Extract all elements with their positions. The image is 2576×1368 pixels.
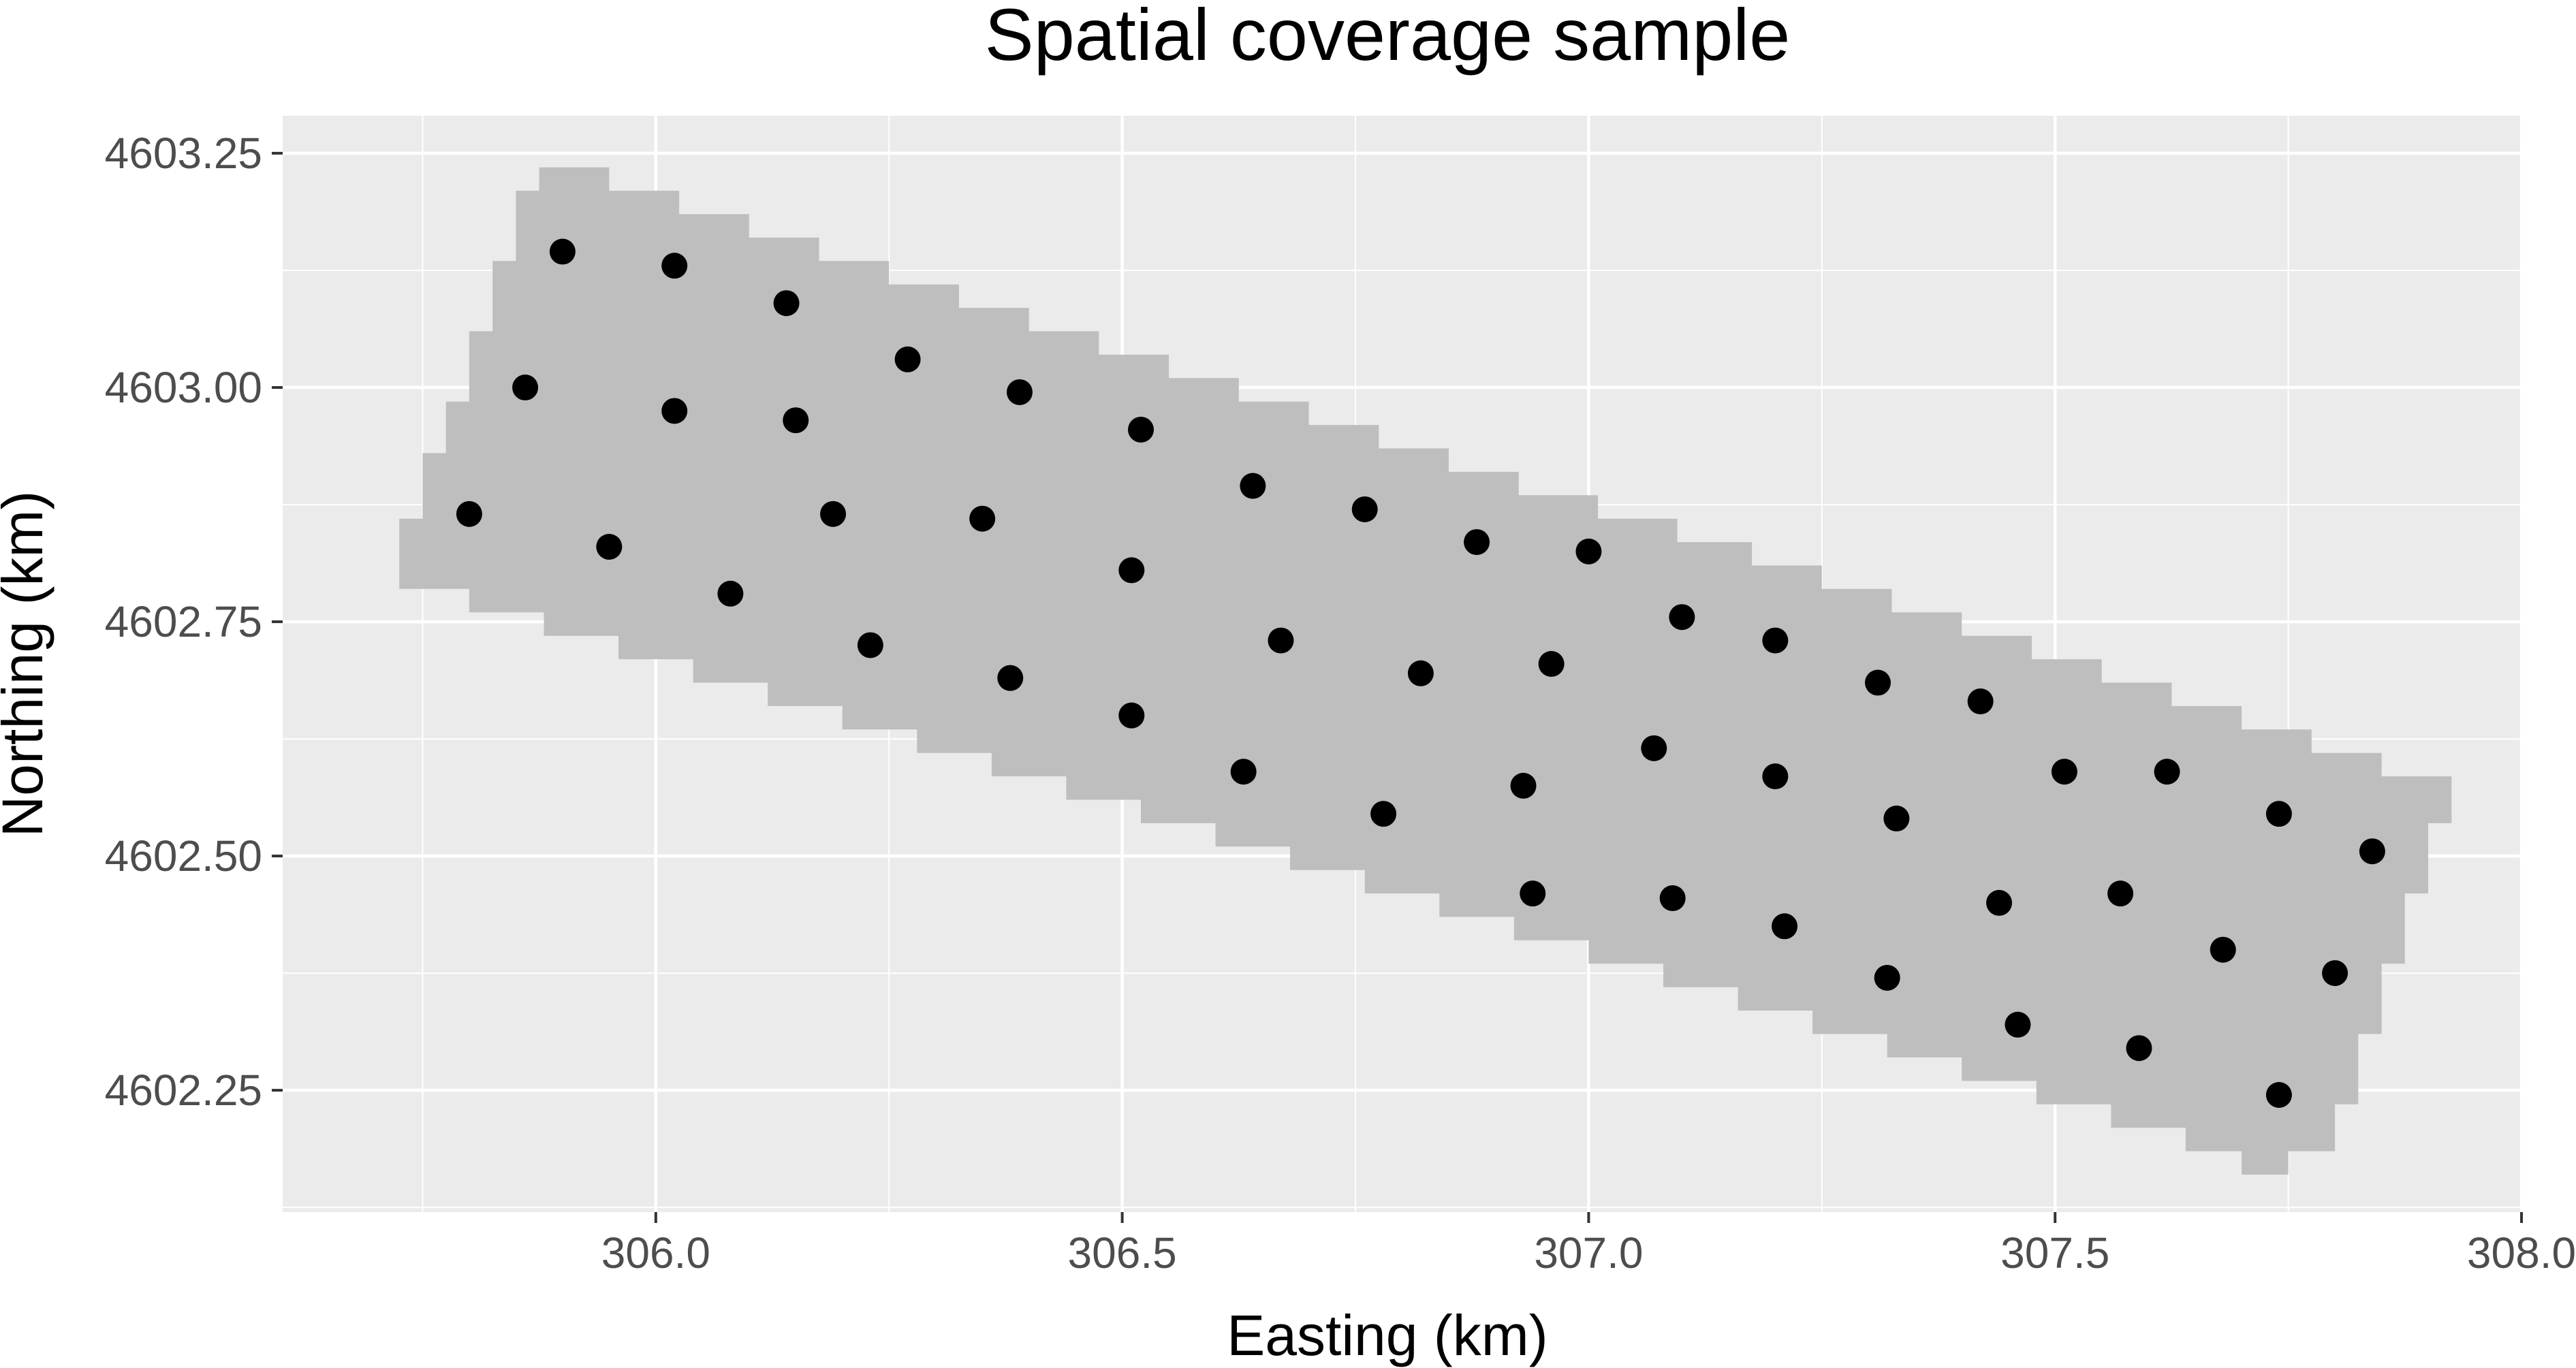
data-point (549, 238, 576, 265)
data-point (1641, 735, 1667, 761)
data-point (783, 407, 809, 434)
y-tick-label: 4602.50 (105, 831, 262, 880)
data-point (596, 533, 623, 560)
data-point (2005, 1011, 2031, 1038)
data-point (1370, 801, 1397, 827)
data-point (820, 500, 847, 527)
y-tick-label: 4602.75 (105, 597, 262, 646)
data-point (1883, 806, 1910, 832)
data-point (1772, 913, 1798, 940)
data-point (1510, 772, 1537, 799)
data-point (1874, 964, 1900, 991)
data-point (857, 632, 883, 658)
data-point (2265, 1081, 2292, 1108)
data-point (512, 375, 539, 401)
data-point (2051, 759, 2077, 785)
data-point (1967, 688, 1994, 715)
data-point (1118, 702, 1145, 729)
data-point (1006, 379, 1033, 405)
data-point (2126, 1035, 2152, 1062)
data-point (2210, 936, 2236, 963)
data-point (1520, 880, 1546, 907)
x-axis: 306.0 306.5 307.0 307.5 308.0 (601, 1212, 2576, 1277)
x-tick-label: 306.0 (601, 1228, 710, 1277)
data-point (2154, 759, 2180, 785)
data-point (773, 290, 800, 317)
data-point (661, 253, 688, 279)
data-point (1659, 885, 1686, 912)
data-point (1986, 889, 2013, 916)
data-point (456, 500, 482, 527)
data-point (1762, 763, 1789, 790)
data-point (1351, 496, 1378, 522)
data-point (2107, 880, 2134, 907)
data-point (2265, 801, 2292, 827)
data-point (1669, 604, 1695, 631)
data-point (661, 398, 688, 424)
data-point (1230, 759, 1257, 785)
data-point (1128, 416, 1155, 443)
x-tick-label: 307.5 (2000, 1228, 2109, 1277)
sample-points (456, 238, 2385, 1108)
y-axis-title: Northing (km) (0, 491, 54, 838)
data-point (1464, 529, 1490, 556)
y-tick-label: 4603.25 (105, 129, 262, 178)
data-point (1118, 557, 1145, 584)
data-point (1268, 627, 1294, 654)
chart-title: Spatial coverage sample (985, 0, 1791, 76)
data-point (969, 505, 996, 532)
y-axis: 4602.25 4602.50 4602.75 4603.00 4603.25 (105, 129, 283, 1115)
data-point (1240, 473, 1266, 499)
x-tick-label: 306.5 (1068, 1228, 1177, 1277)
y-tick-label: 4602.25 (105, 1066, 262, 1115)
data-point (717, 580, 744, 607)
data-point (1575, 538, 1602, 564)
data-point (2359, 838, 2385, 865)
data-point (997, 665, 1024, 691)
y-tick-label: 4603.00 (105, 363, 262, 412)
data-point (1407, 660, 1434, 686)
x-tick-label: 307.0 (1534, 1228, 1643, 1277)
data-point (1762, 627, 1789, 654)
data-point (1864, 669, 1891, 696)
data-point (894, 346, 921, 372)
data-point (1538, 651, 1565, 677)
x-axis-title: Easting (km) (1227, 1303, 1548, 1367)
data-point (2322, 960, 2349, 987)
x-tick-label: 308.0 (2467, 1228, 2576, 1277)
